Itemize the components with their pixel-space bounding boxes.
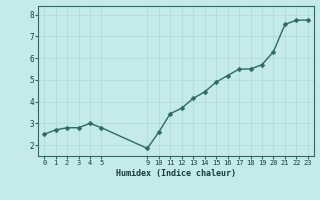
X-axis label: Humidex (Indice chaleur): Humidex (Indice chaleur) [116, 169, 236, 178]
